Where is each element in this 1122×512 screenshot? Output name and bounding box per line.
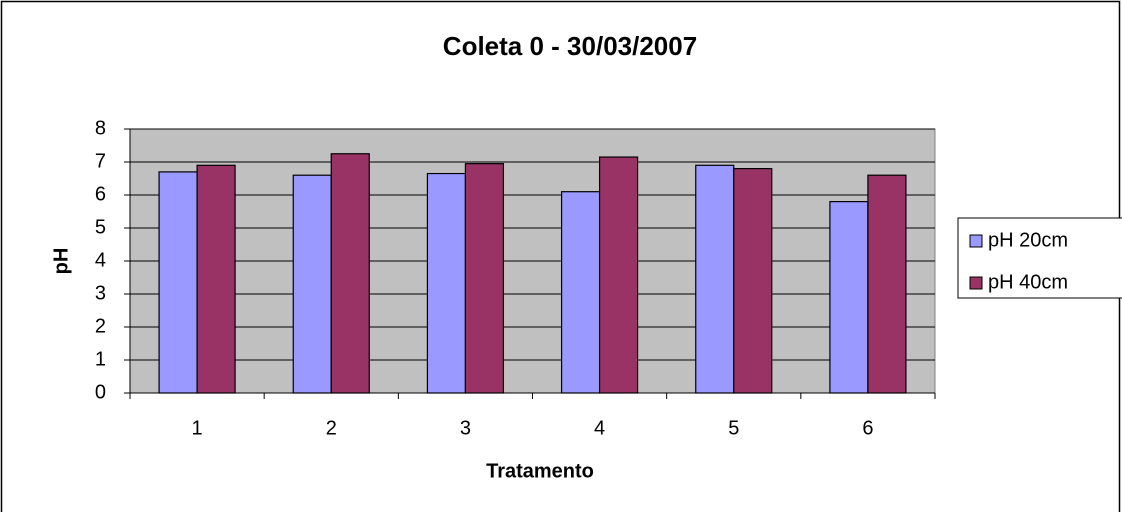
x-tick-label: 5 (728, 417, 739, 439)
bar (426, 172, 467, 394)
y-tick-label: 5 (95, 216, 106, 238)
y-tick-label: 7 (95, 150, 106, 172)
x-axis-title: Tratamento (486, 460, 594, 482)
legend-label: pH 20cm (988, 229, 1068, 251)
y-tick-label: 2 (95, 315, 106, 337)
bar (158, 171, 198, 394)
x-tick-label: 2 (326, 417, 337, 439)
y-tick-label: 4 (95, 249, 106, 271)
x-tick-label: 3 (460, 417, 471, 439)
chart-title: Coleta 0 - 30/03/2007 (443, 31, 697, 61)
y-tick-label: 8 (95, 117, 106, 139)
bar (560, 191, 601, 394)
legend (957, 217, 1122, 299)
bar (829, 201, 869, 394)
y-tick-label: 3 (95, 282, 106, 304)
x-tick-label: 4 (594, 417, 605, 439)
bar (867, 174, 907, 394)
y-axis-title: pH (50, 248, 72, 275)
bar (695, 164, 735, 394)
x-tick-label: 1 (192, 417, 203, 439)
y-tick-label: 1 (95, 348, 106, 370)
bar (733, 168, 773, 394)
bar (330, 153, 370, 394)
legend-label: pH 40cm (988, 271, 1068, 293)
legend-swatch (969, 276, 983, 290)
bar (292, 174, 332, 394)
x-tick-label: 6 (862, 417, 873, 439)
bar (598, 156, 639, 394)
legend-swatch (969, 234, 983, 248)
y-tick-label: 0 (95, 381, 106, 403)
bar (196, 164, 236, 394)
bar (464, 163, 505, 394)
y-tick-label: 6 (95, 183, 106, 205)
